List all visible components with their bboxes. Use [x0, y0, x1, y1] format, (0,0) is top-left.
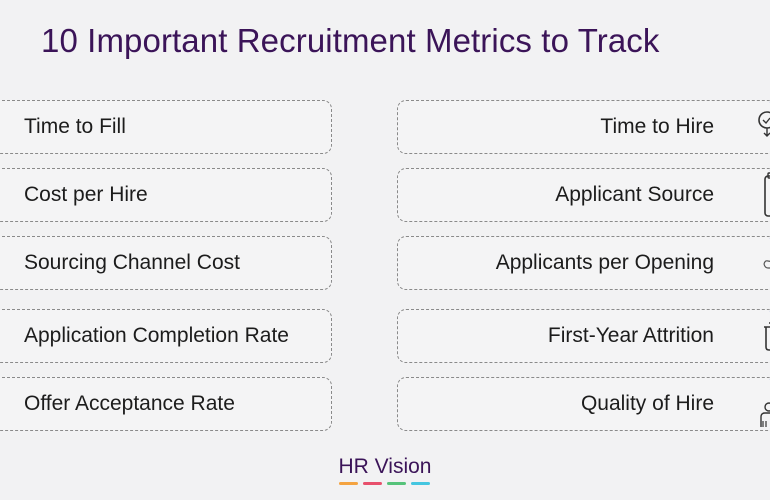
metric-label: Application Completion Rate — [24, 324, 289, 347]
metric-card-application-completion-rate: Application Completion Rate — [0, 309, 332, 363]
people-icon — [760, 379, 770, 429]
metric-label: Sourcing Channel Cost — [24, 251, 240, 274]
metric-card-sourcing-channel-cost: Sourcing Channel Cost — [0, 236, 332, 290]
metric-label: Applicant Source — [555, 183, 714, 206]
metric-card-time-to-hire: Time to Hire — [397, 100, 770, 154]
hand-icon — [763, 238, 770, 288]
metric-card-cost-per-hire: Cost per Hire — [0, 168, 332, 222]
clipboard-icon — [764, 170, 770, 220]
metric-label: Applicants per Opening — [495, 251, 714, 274]
logo-bar-orange — [339, 482, 358, 485]
logo-bar-green — [387, 482, 406, 485]
stopwatch-icon — [758, 102, 770, 152]
metric-label: Cost per Hire — [24, 183, 148, 206]
page-title: 10 Important Recruitment Metrics to Trac… — [41, 22, 660, 59]
metric-card-applicant-source: Applicant Source — [397, 168, 770, 222]
metric-card-offer-acceptance-rate: Offer Acceptance Rate — [0, 377, 332, 431]
trash-icon — [764, 311, 770, 361]
logo-bar-cyan — [411, 482, 430, 485]
logo-color-bars — [339, 482, 430, 485]
logo-bar-red — [363, 482, 382, 485]
metric-card-first-year-attrition: First-Year Attrition — [397, 309, 770, 363]
metric-label: Quality of Hire — [580, 392, 714, 415]
metric-label: First-Year Attrition — [547, 324, 714, 347]
metric-label: Time to Hire — [600, 115, 714, 138]
metric-card-quality-of-hire: Quality of Hire — [397, 377, 770, 431]
hr-vision-logo: HR Vision — [338, 455, 432, 478]
metric-card-time-to-fill: Time to Fill — [0, 100, 332, 154]
metric-card-applicants-per-opening: Applicants per Opening — [397, 236, 770, 290]
metric-label: Offer Acceptance Rate — [24, 392, 235, 415]
metric-label: Time to Fill — [24, 115, 126, 138]
